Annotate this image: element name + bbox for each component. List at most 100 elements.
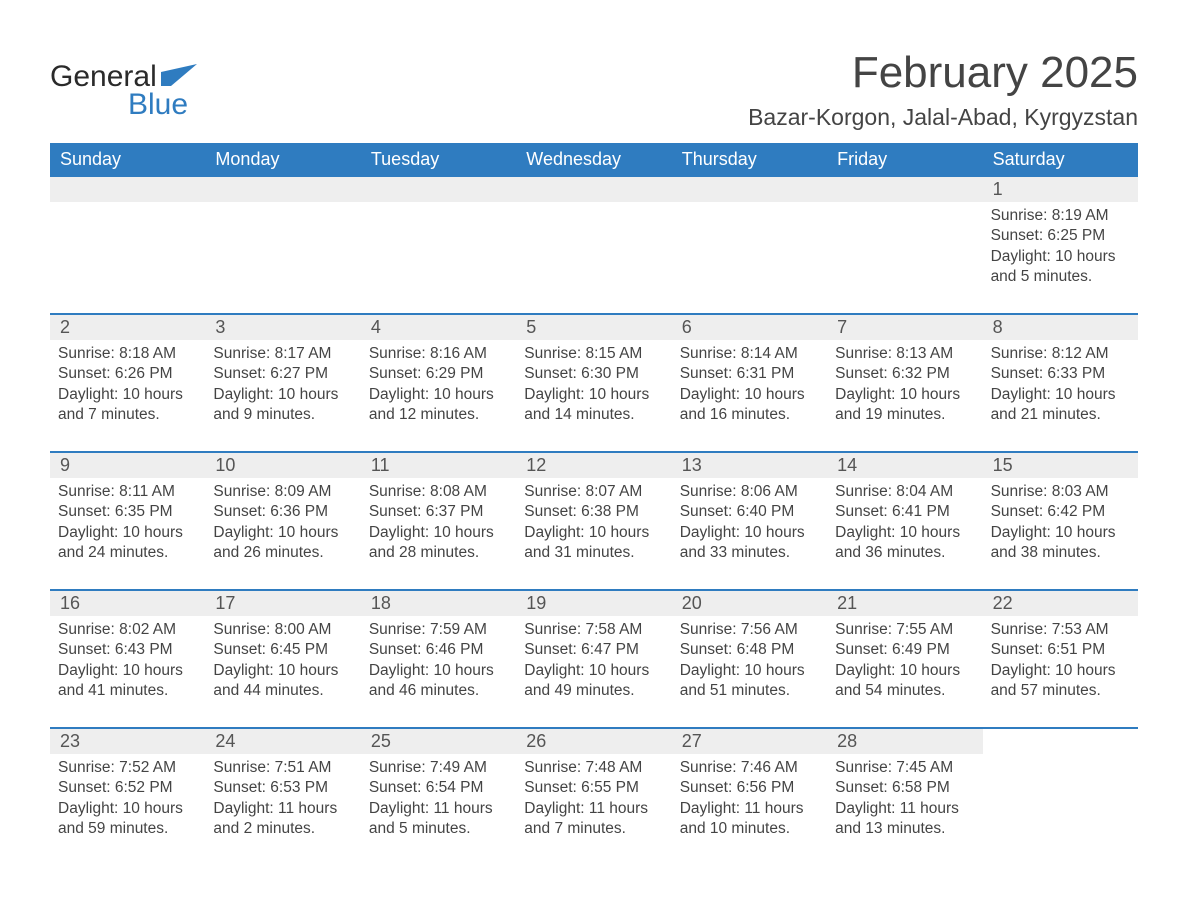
day-details: Sunrise: 8:13 AMSunset: 6:32 PMDaylight:…	[835, 344, 974, 426]
sunrise-line: Sunrise: 8:09 AM	[213, 482, 352, 502]
day-cell-empty	[361, 177, 516, 299]
sunset-line: Sunset: 6:26 PM	[58, 364, 197, 384]
day-cell: 4 Sunrise: 8:16 AMSunset: 6:29 PMDaylight…	[361, 315, 516, 437]
daylight-line-1: Daylight: 10 hours	[991, 385, 1130, 405]
daylight-line-1: Daylight: 10 hours	[680, 661, 819, 681]
daylight-line-2: and 21 minutes.	[991, 405, 1130, 425]
sunset-line: Sunset: 6:48 PM	[680, 640, 819, 660]
day-cell: 20Sunrise: 7:56 AMSunset: 6:48 PMDayligh…	[672, 591, 827, 713]
daylight-line-2: and 36 minutes.	[835, 543, 974, 563]
day-details: Sunrise: 8:07 AMSunset: 6:38 PMDaylight:…	[524, 482, 663, 564]
sunset-line: Sunset: 6:38 PM	[524, 502, 663, 522]
daylight-line-2: and 10 minutes.	[680, 819, 819, 839]
daylight-line-1: Daylight: 10 hours	[991, 661, 1130, 681]
day-details: Sunrise: 7:51 AMSunset: 6:53 PMDaylight:…	[213, 758, 352, 840]
sunset-line: Sunset: 6:52 PM	[58, 778, 197, 798]
sunset-line: Sunset: 6:47 PM	[524, 640, 663, 660]
day-number: 4	[361, 315, 516, 340]
day-details: Sunrise: 8:00 AMSunset: 6:45 PMDaylight:…	[213, 620, 352, 702]
daylight-line-2: and 12 minutes.	[369, 405, 508, 425]
day-number: 20	[672, 591, 827, 616]
day-details: Sunrise: 8:17 AMSunset: 6:27 PMDaylight:…	[213, 344, 352, 426]
weekday-thursday: Thursday	[672, 143, 827, 177]
sunrise-line: Sunrise: 7:48 AM	[524, 758, 663, 778]
day-cell-empty	[516, 177, 671, 299]
daylight-line-2: and 7 minutes.	[58, 405, 197, 425]
day-details: Sunrise: 8:19 AMSunset: 6:25 PMDaylight:…	[991, 206, 1130, 288]
daylight-line-2: and 16 minutes.	[680, 405, 819, 425]
sunrise-line: Sunrise: 8:17 AM	[213, 344, 352, 364]
daylight-line-1: Daylight: 11 hours	[524, 799, 663, 819]
sunset-line: Sunset: 6:55 PM	[524, 778, 663, 798]
day-details: Sunrise: 8:14 AMSunset: 6:31 PMDaylight:…	[680, 344, 819, 426]
sunset-line: Sunset: 6:31 PM	[680, 364, 819, 384]
day-cell: 23Sunrise: 7:52 AMSunset: 6:52 PMDayligh…	[50, 729, 205, 851]
day-details: Sunrise: 7:59 AMSunset: 6:46 PMDaylight:…	[369, 620, 508, 702]
day-cell: 28Sunrise: 7:45 AMSunset: 6:58 PMDayligh…	[827, 729, 982, 851]
day-number: 19	[516, 591, 671, 616]
week-row: 1 Sunrise: 8:19 AMSunset: 6:25 PMDaylight…	[50, 177, 1138, 299]
daylight-line-1: Daylight: 11 hours	[213, 799, 352, 819]
weekday-sunday: Sunday	[50, 143, 205, 177]
daylight-line-1: Daylight: 11 hours	[680, 799, 819, 819]
day-details: Sunrise: 8:12 AMSunset: 6:33 PMDaylight:…	[991, 344, 1130, 426]
calendar-grid: SundayMondayTuesdayWednesdayThursdayFrid…	[50, 143, 1138, 851]
sunrise-line: Sunrise: 8:19 AM	[991, 206, 1130, 226]
weeks-container: 1 Sunrise: 8:19 AMSunset: 6:25 PMDaylight…	[50, 177, 1138, 851]
daylight-line-1: Daylight: 10 hours	[58, 799, 197, 819]
sunset-line: Sunset: 6:35 PM	[58, 502, 197, 522]
day-cell: 22Sunrise: 7:53 AMSunset: 6:51 PMDayligh…	[983, 591, 1138, 713]
daylight-line-1: Daylight: 10 hours	[58, 661, 197, 681]
day-number: 17	[205, 591, 360, 616]
day-number	[50, 177, 205, 202]
sunrise-line: Sunrise: 8:00 AM	[213, 620, 352, 640]
day-number: 15	[983, 453, 1138, 478]
day-cell: 5Sunrise: 8:15 AMSunset: 6:30 PMDaylight…	[516, 315, 671, 437]
daylight-line-1: Daylight: 10 hours	[991, 247, 1130, 267]
sunrise-line: Sunrise: 8:15 AM	[524, 344, 663, 364]
sunset-line: Sunset: 6:41 PM	[835, 502, 974, 522]
title-block: February 2025 Bazar-Korgon, Jalal-Abad, …	[748, 48, 1138, 131]
day-details: Sunrise: 7:46 AMSunset: 6:56 PMDaylight:…	[680, 758, 819, 840]
day-cell-empty	[672, 177, 827, 299]
daylight-line-1: Daylight: 10 hours	[524, 523, 663, 543]
day-number	[516, 177, 671, 202]
sunrise-line: Sunrise: 8:07 AM	[524, 482, 663, 502]
location-subtitle: Bazar-Korgon, Jalal-Abad, Kyrgyzstan	[748, 104, 1138, 131]
day-number: 26	[516, 729, 671, 754]
day-details: Sunrise: 8:08 AMSunset: 6:37 PMDaylight:…	[369, 482, 508, 564]
daylight-line-2: and 46 minutes.	[369, 681, 508, 701]
daylight-line-1: Daylight: 10 hours	[58, 385, 197, 405]
day-number: 8	[983, 315, 1138, 340]
daylight-line-2: and 49 minutes.	[524, 681, 663, 701]
daylight-line-1: Daylight: 10 hours	[213, 661, 352, 681]
day-number: 24	[205, 729, 360, 754]
sunset-line: Sunset: 6:56 PM	[680, 778, 819, 798]
daylight-line-1: Daylight: 10 hours	[835, 385, 974, 405]
day-details: Sunrise: 7:48 AMSunset: 6:55 PMDaylight:…	[524, 758, 663, 840]
daylight-line-2: and 13 minutes.	[835, 819, 974, 839]
day-details: Sunrise: 8:16 AMSunset: 6:29 PMDaylight:…	[369, 344, 508, 426]
weekday-wednesday: Wednesday	[516, 143, 671, 177]
day-cell: 7Sunrise: 8:13 AMSunset: 6:32 PMDaylight…	[827, 315, 982, 437]
daylight-line-2: and 19 minutes.	[835, 405, 974, 425]
daylight-line-1: Daylight: 10 hours	[213, 385, 352, 405]
daylight-line-1: Daylight: 11 hours	[369, 799, 508, 819]
day-cell: 1 Sunrise: 8:19 AMSunset: 6:25 PMDaylight…	[983, 177, 1138, 299]
day-number	[827, 177, 982, 202]
day-number: 1	[983, 177, 1138, 202]
daylight-line-2: and 38 minutes.	[991, 543, 1130, 563]
daylight-line-2: and 41 minutes.	[58, 681, 197, 701]
sunset-line: Sunset: 6:40 PM	[680, 502, 819, 522]
day-details: Sunrise: 7:53 AMSunset: 6:51 PMDaylight:…	[991, 620, 1130, 702]
sunrise-line: Sunrise: 8:18 AM	[58, 344, 197, 364]
day-cell: 3Sunrise: 8:17 AMSunset: 6:27 PMDaylight…	[205, 315, 360, 437]
day-cell-empty	[205, 177, 360, 299]
daylight-line-1: Daylight: 10 hours	[369, 523, 508, 543]
sunrise-line: Sunrise: 8:12 AM	[991, 344, 1130, 364]
brand-logo: General Blue	[50, 48, 197, 122]
daylight-line-1: Daylight: 10 hours	[369, 385, 508, 405]
sunrise-line: Sunrise: 8:04 AM	[835, 482, 974, 502]
day-number	[205, 177, 360, 202]
daylight-line-1: Daylight: 10 hours	[524, 385, 663, 405]
